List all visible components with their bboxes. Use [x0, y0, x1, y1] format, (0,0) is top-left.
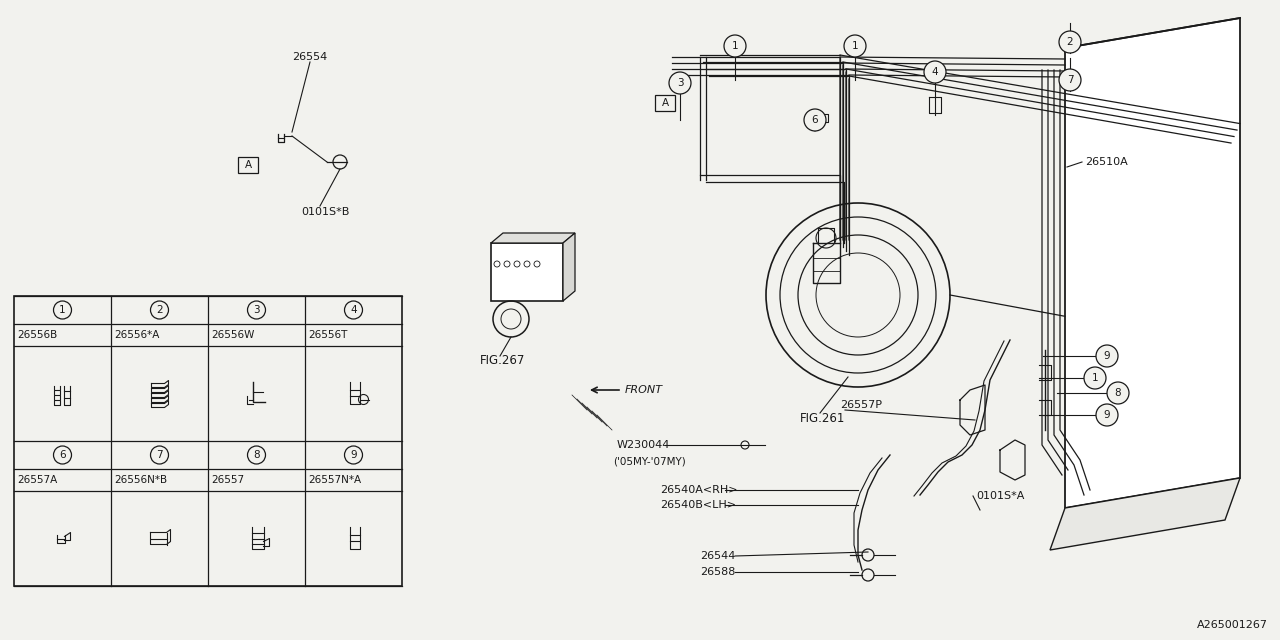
Text: 8: 8 [1115, 388, 1121, 398]
Text: 6: 6 [59, 450, 65, 460]
Polygon shape [492, 233, 575, 243]
Text: 1: 1 [1092, 373, 1098, 383]
Circle shape [54, 446, 72, 464]
Bar [655, 95, 675, 111]
Text: W230044: W230044 [617, 440, 671, 450]
Text: 0101S*B: 0101S*B [301, 207, 349, 217]
Text: 26557N*A: 26557N*A [308, 475, 361, 485]
Text: 3: 3 [253, 305, 260, 315]
Text: 26556W: 26556W [211, 330, 255, 340]
Circle shape [924, 61, 946, 83]
Polygon shape [1050, 478, 1240, 550]
Text: 3: 3 [677, 78, 684, 88]
Text: 6: 6 [812, 115, 818, 125]
Bar [238, 157, 259, 173]
Text: 7: 7 [1066, 75, 1074, 85]
Text: 26540A<RH>: 26540A<RH> [660, 485, 737, 495]
Circle shape [724, 35, 746, 57]
Circle shape [1096, 345, 1117, 367]
Circle shape [1107, 382, 1129, 404]
Circle shape [151, 446, 169, 464]
Text: 26544: 26544 [700, 551, 736, 561]
Text: 7: 7 [156, 450, 163, 460]
Text: 26557: 26557 [211, 475, 244, 485]
Polygon shape [563, 233, 575, 301]
Circle shape [1096, 404, 1117, 426]
Text: A: A [244, 160, 252, 170]
Text: 2: 2 [1066, 37, 1074, 47]
Text: 1: 1 [851, 41, 859, 51]
Bar [14, 296, 402, 586]
Text: 2: 2 [156, 305, 163, 315]
Circle shape [669, 72, 691, 94]
Text: 26556B: 26556B [17, 330, 58, 340]
Text: 26557A: 26557A [17, 475, 58, 485]
Circle shape [804, 109, 826, 131]
Circle shape [247, 301, 265, 319]
Text: 26510A: 26510A [1085, 157, 1128, 167]
Text: 26588: 26588 [700, 567, 736, 577]
Text: 26556T: 26556T [308, 330, 347, 340]
Circle shape [54, 301, 72, 319]
Text: 1: 1 [732, 41, 739, 51]
Text: FIG.267: FIG.267 [480, 353, 525, 367]
Circle shape [1059, 31, 1082, 53]
Circle shape [247, 446, 265, 464]
Polygon shape [1065, 18, 1240, 508]
Text: 26556N*B: 26556N*B [114, 475, 168, 485]
Text: 9: 9 [1103, 410, 1110, 420]
Text: A265001267: A265001267 [1197, 620, 1268, 630]
Text: ('05MY-'07MY): ('05MY-'07MY) [613, 456, 686, 466]
Text: FIG.261: FIG.261 [800, 412, 845, 424]
Text: A: A [662, 98, 668, 108]
Polygon shape [492, 243, 563, 301]
Text: 26554: 26554 [292, 52, 328, 62]
Text: 26556*A: 26556*A [114, 330, 160, 340]
Text: 4: 4 [932, 67, 938, 77]
Circle shape [151, 301, 169, 319]
Text: 9: 9 [351, 450, 357, 460]
Text: FRONT: FRONT [625, 385, 663, 395]
Text: 8: 8 [253, 450, 260, 460]
Text: 9: 9 [1103, 351, 1110, 361]
Text: 4: 4 [351, 305, 357, 315]
Circle shape [344, 301, 362, 319]
Circle shape [1059, 69, 1082, 91]
Circle shape [844, 35, 867, 57]
Circle shape [1084, 367, 1106, 389]
Text: 0101S*A: 0101S*A [977, 491, 1024, 501]
Text: 26540B<LH>: 26540B<LH> [660, 500, 736, 510]
Circle shape [344, 446, 362, 464]
Text: 26557P: 26557P [840, 400, 882, 410]
Text: 1: 1 [59, 305, 65, 315]
